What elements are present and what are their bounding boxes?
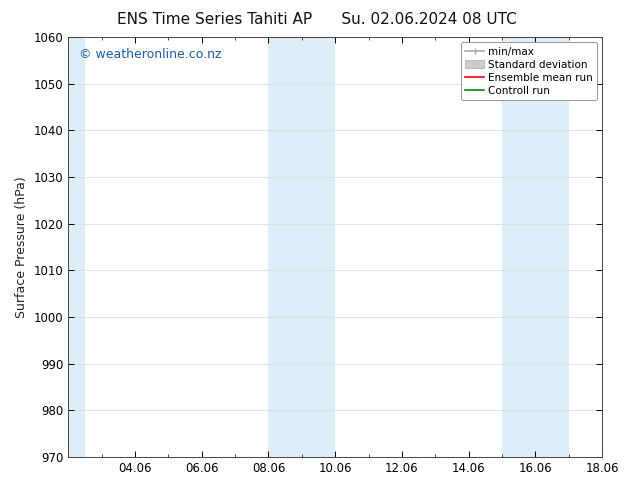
Bar <box>268 37 335 457</box>
Legend: min/max, Standard deviation, Ensemble mean run, Controll run: min/max, Standard deviation, Ensemble me… <box>461 42 597 100</box>
Bar <box>68 37 85 457</box>
Bar <box>502 37 569 457</box>
Y-axis label: Surface Pressure (hPa): Surface Pressure (hPa) <box>15 176 28 318</box>
Text: ENS Time Series Tahiti AP      Su. 02.06.2024 08 UTC: ENS Time Series Tahiti AP Su. 02.06.2024… <box>117 12 517 27</box>
Text: © weatheronline.co.nz: © weatheronline.co.nz <box>79 48 221 61</box>
